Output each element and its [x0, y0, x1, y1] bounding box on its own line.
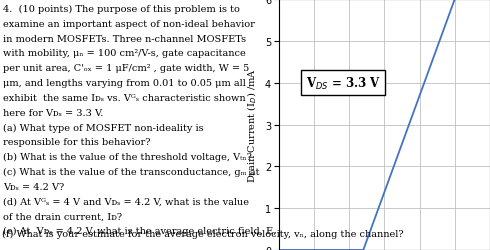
Text: of the drain current, Iᴅ?: of the drain current, Iᴅ?	[3, 212, 122, 220]
Text: (b) What is the value of the threshold voltage, Vₜₙ?: (b) What is the value of the threshold v…	[3, 152, 252, 162]
Text: V$_{DS}$ = 3.3 V: V$_{DS}$ = 3.3 V	[306, 75, 381, 91]
Text: (a) What type of MOSFET non-ideality is: (a) What type of MOSFET non-ideality is	[3, 123, 203, 132]
Text: here for Vᴅₛ = 3.3 V.: here for Vᴅₛ = 3.3 V.	[3, 108, 103, 117]
Text: in modern MOSFETs. Three n-channel MOSFETs: in modern MOSFETs. Three n-channel MOSFE…	[3, 34, 246, 43]
Text: (c) What is the value of the transconductance, gₘ at: (c) What is the value of the transconduc…	[3, 167, 259, 176]
Text: per unit area, C'ₒₓ = 1 μF/cm² , gate width, W = 5: per unit area, C'ₒₓ = 1 μF/cm² , gate wi…	[3, 64, 249, 73]
Text: 4.  (10 points) The purpose of this problem is to: 4. (10 points) The purpose of this probl…	[3, 5, 240, 14]
Text: Vᴅₛ = 4.2 V?: Vᴅₛ = 4.2 V?	[3, 182, 64, 191]
Text: (e) At  Vᴅₛ = 4.2 V, what is the average electric field, E, along the L = 0.05 μ: (e) At Vᴅₛ = 4.2 V, what is the average …	[3, 226, 462, 235]
Text: (d) At Vᴳₛ = 4 V and Vᴅₛ = 4.2 V, what is the value: (d) At Vᴳₛ = 4 V and Vᴅₛ = 4.2 V, what i…	[3, 197, 249, 206]
Text: with mobility, μₙ = 100 cm²/V-s, gate capacitance: with mobility, μₙ = 100 cm²/V-s, gate ca…	[3, 49, 245, 58]
Text: responsible for this behavior?: responsible for this behavior?	[3, 138, 150, 147]
Y-axis label: Drain Current (I$_D$) /mA: Drain Current (I$_D$) /mA	[246, 68, 259, 182]
Text: exhibit  the same Iᴅₛ vs. Vᴳₛ characteristic shown: exhibit the same Iᴅₛ vs. Vᴳₛ characteris…	[3, 94, 245, 102]
Text: examine an important aspect of non-ideal behavior: examine an important aspect of non-ideal…	[3, 20, 255, 29]
Text: μm, and lengths varying from 0.01 to 0.05 μm all: μm, and lengths varying from 0.01 to 0.0…	[3, 79, 245, 88]
Text: (f) What is your estimate for the average electron velocity, vₙ, along the chann: (f) What is your estimate for the averag…	[2, 229, 404, 238]
